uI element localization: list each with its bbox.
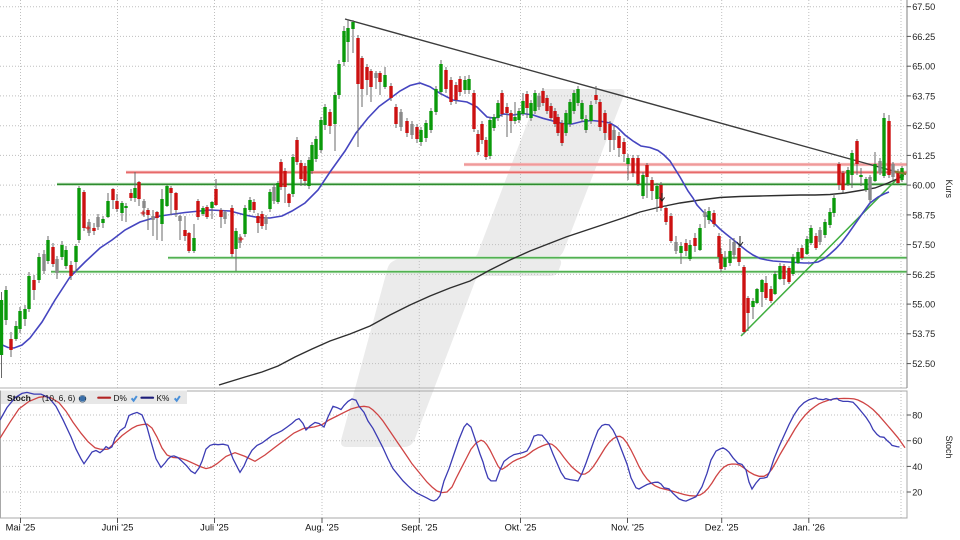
- svg-text:Stoch: Stoch: [7, 393, 31, 403]
- svg-text:67.50: 67.50: [912, 2, 935, 12]
- svg-text:56.25: 56.25: [912, 270, 935, 280]
- svg-text:(10, 6, 6): (10, 6, 6): [42, 393, 75, 403]
- svg-text:D%: D%: [114, 393, 128, 403]
- svg-text:55.00: 55.00: [912, 300, 935, 310]
- svg-text:Okt. '25: Okt. '25: [505, 523, 537, 533]
- svg-text:63.75: 63.75: [912, 91, 935, 101]
- svg-text:Juli '25: Juli '25: [200, 523, 229, 533]
- svg-text:60.00: 60.00: [912, 181, 935, 191]
- svg-text:Jan. '26: Jan. '26: [793, 523, 825, 533]
- svg-text:Dez. '25: Dez. '25: [705, 523, 739, 533]
- svg-text:Juni '25: Juni '25: [102, 523, 134, 533]
- svg-text:61.25: 61.25: [912, 151, 935, 161]
- svg-text:52.50: 52.50: [912, 359, 935, 369]
- svg-text:65.00: 65.00: [912, 62, 935, 72]
- svg-text:20: 20: [912, 487, 922, 497]
- svg-text:53.75: 53.75: [912, 329, 935, 339]
- svg-text:Aug. '25: Aug. '25: [305, 523, 339, 533]
- svg-text:60: 60: [912, 436, 922, 446]
- svg-text:Sept. '25: Sept. '25: [401, 523, 437, 533]
- svg-text:Mai '25: Mai '25: [6, 523, 36, 533]
- svg-text:66.25: 66.25: [912, 32, 935, 42]
- svg-text:K%: K%: [157, 393, 171, 403]
- svg-text:57.50: 57.50: [912, 240, 935, 250]
- svg-text:40: 40: [912, 462, 922, 472]
- svg-text:Kurs: Kurs: [944, 180, 954, 199]
- svg-text:Nov. '25: Nov. '25: [611, 523, 644, 533]
- svg-text:62.50: 62.50: [912, 121, 935, 131]
- svg-text:58.75: 58.75: [912, 210, 935, 220]
- svg-text:Stoch: Stoch: [944, 436, 954, 459]
- svg-text:80: 80: [912, 410, 922, 420]
